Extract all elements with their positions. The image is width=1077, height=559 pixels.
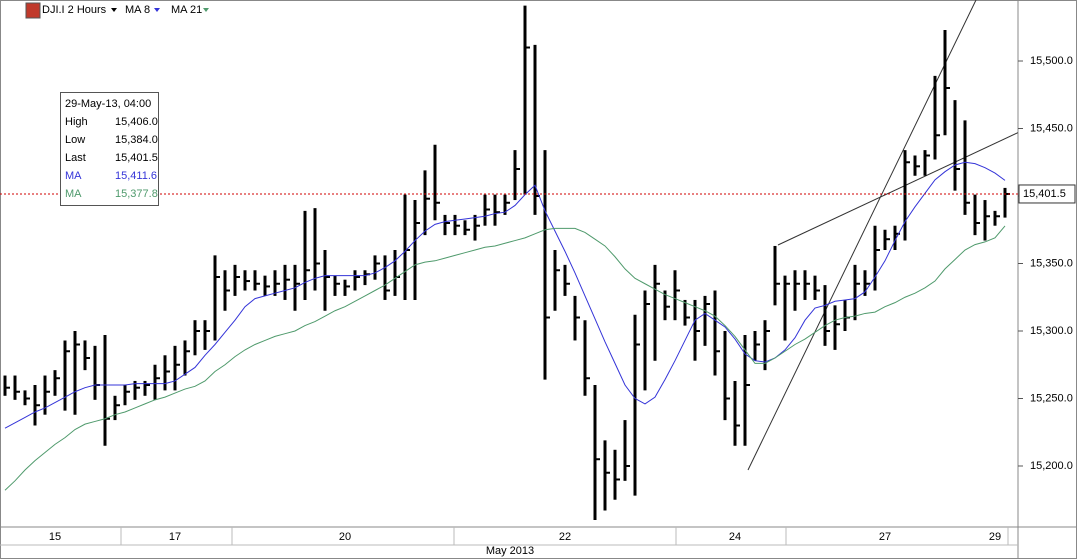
dropdown-arrow[interactable] bbox=[111, 8, 117, 12]
last-price-box bbox=[1018, 184, 1076, 204]
x-tick-label: 29 bbox=[989, 531, 1001, 543]
y-tick-label: 15,200.0 bbox=[1030, 460, 1073, 472]
info-label: MA bbox=[65, 170, 82, 182]
x-tick-label: 24 bbox=[729, 531, 741, 543]
x-tick-label: 20 bbox=[339, 531, 351, 543]
y-tick-label: 15,250.0 bbox=[1030, 392, 1073, 404]
info-value: 15,411.6 bbox=[115, 170, 158, 182]
y-tick-label: 15,500.0 bbox=[1030, 55, 1073, 67]
x-tick-label: 22 bbox=[559, 531, 571, 543]
info-label: High bbox=[65, 116, 88, 128]
info-box: 29-May-13, 04:00 High 15,406.0 Low 15,384.… bbox=[60, 92, 159, 206]
x-tick-label: 27 bbox=[879, 531, 891, 543]
info-label: Low bbox=[65, 134, 86, 146]
info-label: MA bbox=[65, 188, 82, 200]
info-value: 15,377.8 bbox=[115, 188, 158, 200]
info-row: MA 15,411.6 bbox=[65, 167, 158, 185]
info-value: 15,401.5 bbox=[115, 152, 158, 164]
info-row: Last 15,401.5 bbox=[65, 149, 158, 167]
legend-entry[interactable]: MA 21 bbox=[171, 4, 202, 16]
y-tick-label: 15,300.0 bbox=[1030, 325, 1073, 337]
trend-channel bbox=[747, 0, 1018, 471]
x-axis-label: May 2013 bbox=[486, 545, 534, 557]
info-value: 15,384.0 bbox=[115, 134, 158, 146]
info-date: 29-May-13, 04:00 bbox=[65, 98, 152, 110]
plot-area bbox=[3, 5, 1010, 520]
dropdown-arrow[interactable] bbox=[154, 8, 160, 12]
symbol-icon[interactable] bbox=[25, 2, 41, 19]
y-tick-label: 15,350.0 bbox=[1030, 257, 1073, 269]
x-tick-label: 15 bbox=[49, 531, 61, 543]
x-tick-label: 17 bbox=[169, 531, 181, 543]
moving-average-line bbox=[4, 161, 1006, 429]
info-value: 15,406.0 bbox=[115, 116, 158, 128]
info-row: MA 15,377.8 bbox=[65, 185, 158, 203]
y-tick-label: 15,450.0 bbox=[1030, 122, 1073, 134]
moving-average-line bbox=[4, 225, 1006, 491]
day-separators bbox=[120, 527, 1009, 545]
info-label: Last bbox=[65, 152, 86, 164]
legend-entry[interactable]: MA 8 bbox=[125, 4, 150, 16]
chart-title[interactable]: DJI.I 2 Hours bbox=[42, 4, 107, 16]
dropdown-arrow[interactable] bbox=[203, 8, 209, 12]
info-row: Low 15,384.0 bbox=[65, 131, 158, 149]
last-price-label: 15,401.5 bbox=[1023, 188, 1066, 200]
info-row: High 15,406.0 bbox=[65, 113, 158, 131]
